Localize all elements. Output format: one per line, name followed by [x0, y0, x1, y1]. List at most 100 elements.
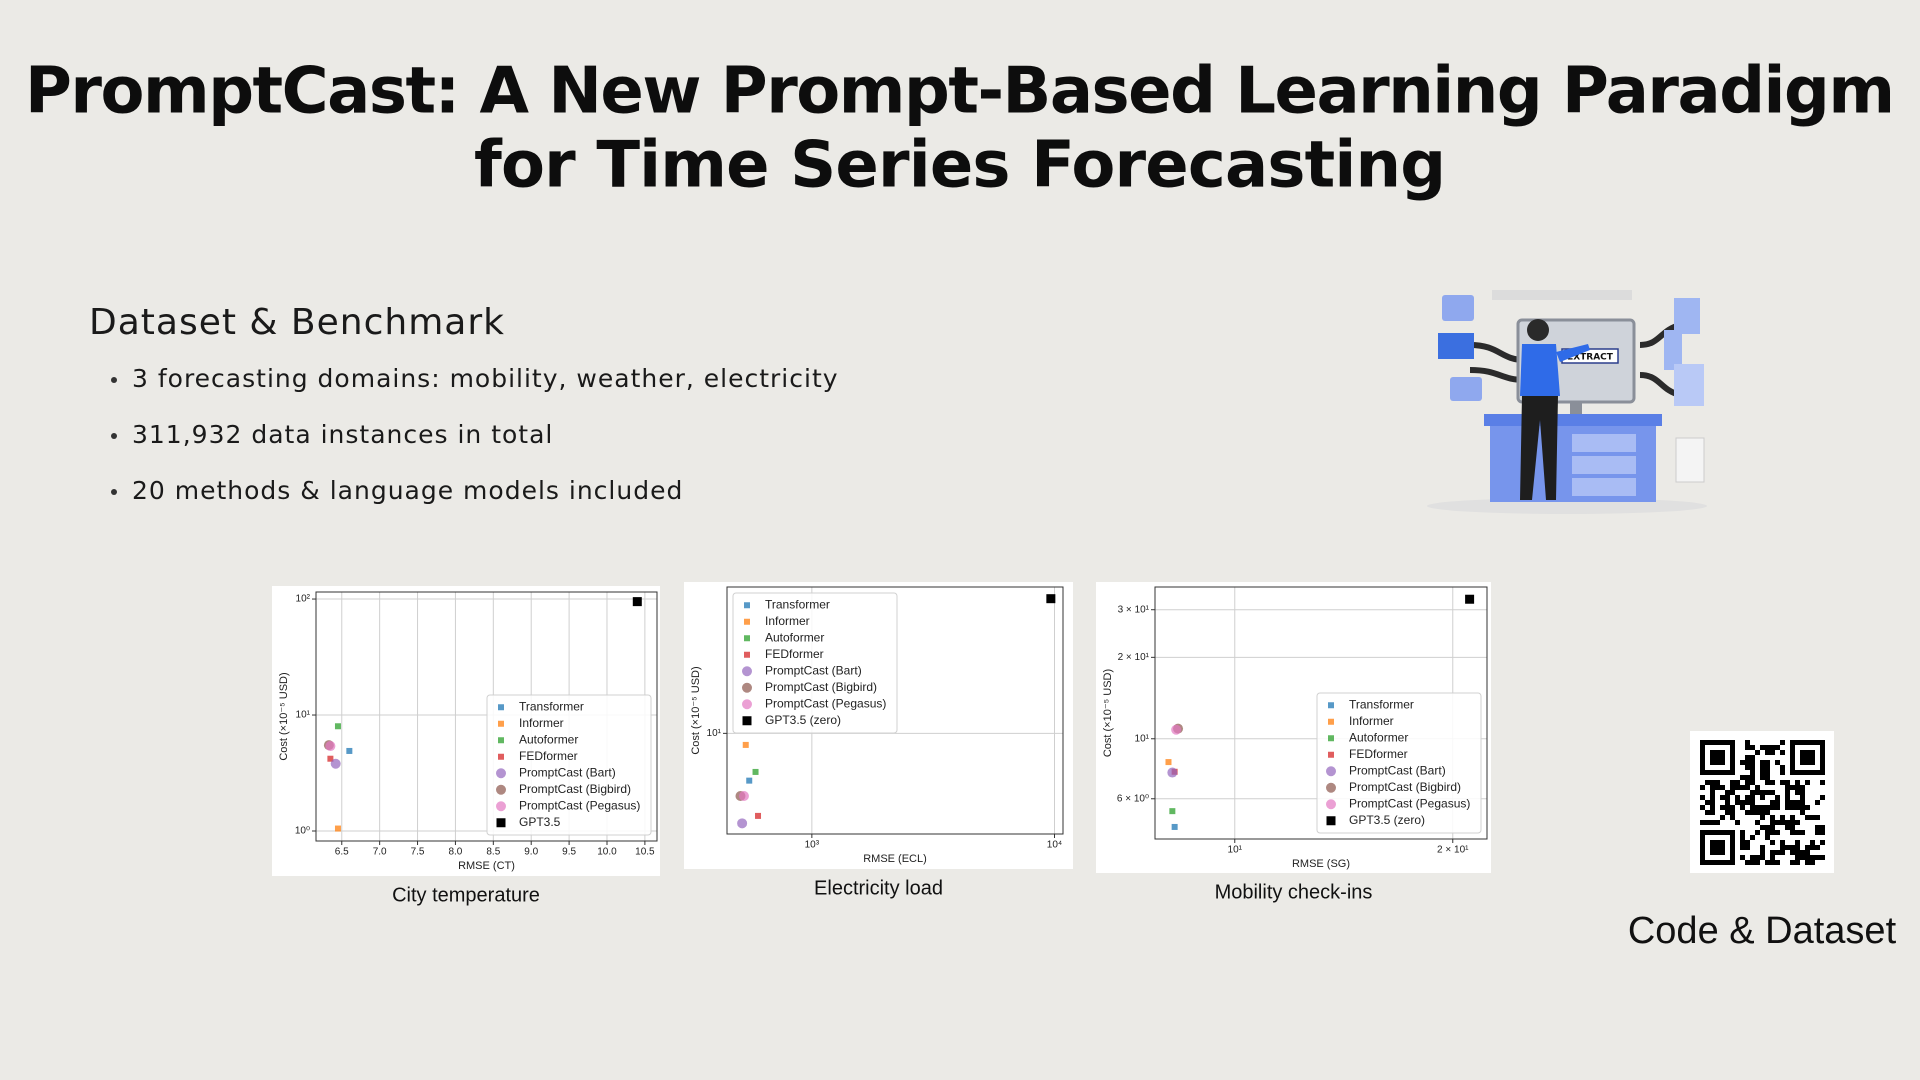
qr-module: [1795, 845, 1800, 850]
qr-module: [1800, 850, 1805, 855]
qr-module: [1805, 855, 1810, 860]
qr-module: [1765, 760, 1770, 765]
qr-module: [1760, 745, 1765, 750]
qr-module: [1800, 805, 1805, 810]
qr-module: [1800, 855, 1805, 860]
legend-label: PromptCast (Bigbird): [519, 782, 631, 796]
qr-module: [1705, 820, 1710, 825]
person-arm: [1556, 344, 1590, 362]
qr-module: [1805, 815, 1810, 820]
qr-module: [1790, 815, 1795, 820]
qr-module: [1765, 860, 1770, 865]
point: [1046, 594, 1056, 604]
qr-module: [1750, 775, 1755, 780]
qr-module: [1765, 750, 1770, 755]
y-tick-label: 2 × 10¹: [1118, 652, 1150, 663]
x-tick-label: 7.0: [373, 847, 387, 858]
title-line: PromptCast: A New Prompt-Based Learning …: [25, 55, 1895, 129]
qr-module: [1740, 760, 1745, 765]
qr-module: [1760, 845, 1765, 850]
qr-module: [1765, 790, 1770, 795]
qr-module: [1760, 850, 1765, 855]
qr-module: [1775, 745, 1780, 750]
qr-module: [1760, 815, 1765, 820]
legend-label: FEDformer: [1349, 747, 1408, 761]
qr-module: [1760, 795, 1765, 800]
qr-module: [1725, 795, 1730, 800]
qr-module: [1730, 785, 1735, 790]
axes-frame: [1154, 586, 1488, 840]
legend-marker: [742, 716, 752, 726]
desk-top: [1484, 414, 1662, 426]
qr-module: [1790, 825, 1795, 830]
legend-label: Autoformer: [1349, 730, 1408, 744]
legend-marker: [1326, 782, 1336, 793]
qr-module: [1725, 800, 1730, 805]
y-tick-label: 6 × 10⁰: [1117, 793, 1149, 804]
legend-label: PromptCast (Bart): [1349, 763, 1446, 777]
qr-module: [1720, 795, 1725, 800]
x-tick-label: 10⁴: [1047, 840, 1062, 851]
qr-module: [1760, 855, 1765, 860]
x-tick-label: 10³: [805, 840, 820, 851]
x-axis-label: RMSE (ECL): [863, 853, 927, 865]
qr-module: [1755, 750, 1760, 755]
qr-module: [1760, 765, 1765, 770]
qr-module: [1765, 825, 1770, 830]
qr-finder: [1800, 750, 1815, 765]
x-tick-label: 10.5: [635, 847, 655, 858]
qr-module: [1745, 745, 1750, 750]
qr-module: [1770, 750, 1775, 755]
y-tick-label: 10⁰: [295, 826, 310, 837]
qr-module: [1775, 860, 1780, 865]
qr-module: [1710, 820, 1715, 825]
qr-module: [1745, 840, 1750, 845]
qr-caption: Code & Dataset: [1628, 910, 1897, 952]
qr-module: [1815, 800, 1820, 805]
title-line: for Time Series Forecasting: [474, 129, 1446, 203]
qr-module: [1790, 785, 1795, 790]
legend-label: Autoformer: [519, 732, 578, 746]
x-tick-label: 9.0: [524, 847, 538, 858]
qr-module: [1700, 785, 1705, 790]
legend-box: [1316, 692, 1482, 834]
qr-module: [1735, 795, 1740, 800]
bullet-text: 20 methods & language models included: [132, 476, 683, 505]
qr-module: [1820, 855, 1825, 860]
qr-module: [1760, 790, 1765, 795]
doc-icon: [1664, 330, 1682, 370]
qr-module: [1800, 795, 1805, 800]
legend-label: PromptCast (Bart): [519, 765, 616, 779]
point: [737, 818, 748, 829]
qr-module: [1760, 770, 1765, 775]
chart-caption: Electricity load: [814, 877, 943, 899]
qr-module: [1800, 810, 1805, 815]
qr-module: [1795, 790, 1800, 795]
qr-module: [1795, 840, 1800, 845]
legend-label: FEDformer: [765, 647, 824, 661]
qr-module: [1735, 780, 1740, 785]
qr-module: [1785, 845, 1790, 850]
person-head: [1527, 319, 1549, 341]
qr-module: [1755, 785, 1760, 790]
qr-finder: [1710, 750, 1725, 765]
doc-icon: [1674, 364, 1704, 406]
legend-label: Informer: [1349, 714, 1394, 728]
legend-marker: [744, 602, 750, 609]
qr-module: [1770, 815, 1775, 820]
qr-module: [1730, 780, 1735, 785]
qr-module: [1800, 790, 1805, 795]
qr-module: [1770, 780, 1775, 785]
legend-label: GPT3.5 (zero): [1349, 813, 1425, 827]
qr-module: [1700, 795, 1705, 800]
qr-module: [1760, 810, 1765, 815]
qr-module: [1770, 825, 1775, 830]
qr-module: [1730, 810, 1735, 815]
legend-marker: [498, 704, 504, 711]
point: [1465, 594, 1475, 604]
x-axis-label: RMSE (CT): [458, 860, 515, 872]
qr-module: [1770, 820, 1775, 825]
box-icon: [1438, 333, 1474, 359]
qr-module: [1720, 815, 1725, 820]
